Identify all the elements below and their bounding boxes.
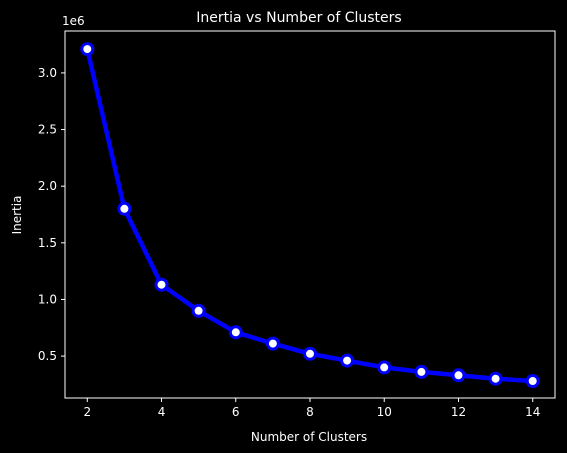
data-point — [451, 368, 466, 383]
x-tick-label: 8 — [306, 405, 314, 419]
y-tick-label: 0.5 — [38, 349, 57, 363]
x-tick-label: 12 — [451, 405, 466, 419]
y-tick-label: 2.0 — [38, 179, 57, 193]
y-tick-label: 1.5 — [38, 236, 57, 250]
data-point — [228, 325, 243, 340]
x-tick-label: 14 — [525, 405, 540, 419]
x-tick-label: 2 — [83, 405, 91, 419]
y-tick-label: 1.0 — [38, 292, 57, 306]
y-tick-label: 3.0 — [38, 66, 57, 80]
data-point — [340, 353, 355, 368]
data-point — [414, 364, 429, 379]
data-point — [303, 346, 317, 361]
data-point — [80, 42, 95, 57]
data-point — [377, 360, 392, 375]
data-point — [265, 336, 280, 351]
chart-title: Inertia vs Number of Clusters — [196, 10, 401, 26]
x-tick-label: 10 — [377, 405, 392, 419]
x-tick-label: 4 — [158, 405, 166, 419]
y-tick-label: 2.5 — [38, 123, 57, 137]
y-axis-label: Inertia — [10, 196, 24, 235]
plot-layer — [80, 42, 540, 388]
data-point — [525, 374, 540, 388]
data-point — [117, 201, 132, 216]
x-tick-label: 6 — [232, 405, 240, 419]
x-axis-label: Number of Clusters — [251, 430, 367, 444]
axis-layer: 2 4 6 8 10 12 14 0.5 1.0 1.5 2.0 2.5 3.0 — [38, 30, 556, 419]
data-point — [191, 303, 206, 318]
data-point — [488, 371, 503, 386]
y-axis-offset-label: 1e6 — [62, 14, 85, 28]
data-point — [154, 277, 169, 292]
